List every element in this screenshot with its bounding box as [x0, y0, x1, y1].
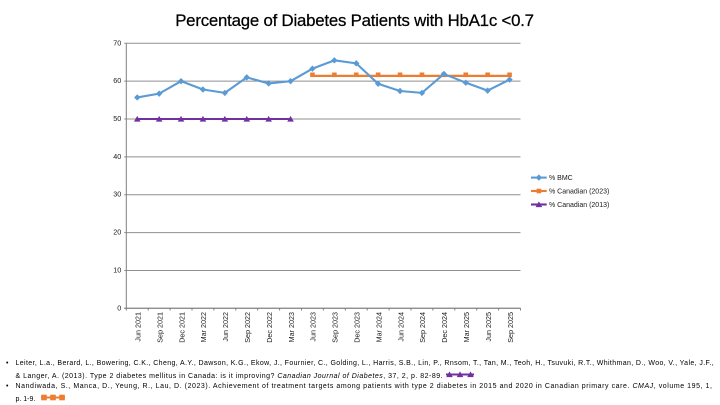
svg-text:10: 10	[113, 265, 121, 274]
svg-text:Dec 2021: Dec 2021	[177, 312, 186, 343]
svg-text:70: 70	[113, 38, 121, 47]
svg-text:Sep 2025: Sep 2025	[506, 312, 515, 343]
svg-text:Mar 2024: Mar 2024	[374, 312, 383, 342]
svg-text:50: 50	[113, 114, 121, 123]
svg-text:60: 60	[113, 76, 121, 85]
svg-text:Mar 2022: Mar 2022	[199, 312, 208, 342]
svg-text:% Canadian (2023): % Canadian (2023)	[549, 189, 609, 196]
svg-text:Sep 2024: Sep 2024	[418, 312, 427, 343]
svg-text:Dec 2023: Dec 2023	[352, 312, 361, 343]
svg-text:Jun 2024: Jun 2024	[396, 312, 405, 342]
svg-text:0: 0	[117, 303, 121, 312]
svg-text:Sep 2022: Sep 2022	[243, 312, 252, 343]
svg-text:Dec 2022: Dec 2022	[265, 312, 274, 343]
svg-text:Mar 2023: Mar 2023	[287, 312, 296, 342]
svg-text:Sep 2023: Sep 2023	[331, 312, 340, 343]
svg-text:Jun 2021: Jun 2021	[133, 312, 142, 342]
svg-text:Mar 2025: Mar 2025	[462, 312, 471, 342]
svg-text:Sep 2021: Sep 2021	[155, 312, 164, 343]
svg-text:40: 40	[113, 152, 121, 161]
svg-text:30: 30	[113, 190, 121, 199]
svg-text:Jun 2023: Jun 2023	[309, 312, 318, 342]
svg-text:Dec 2024: Dec 2024	[440, 312, 449, 343]
svg-text:Jun 2025: Jun 2025	[484, 312, 493, 342]
svg-text:% BMC: % BMC	[549, 175, 573, 182]
svg-text:20: 20	[113, 228, 121, 237]
svg-text:% Canadian (2013): % Canadian (2013)	[549, 202, 609, 209]
svg-text:Jun 2022: Jun 2022	[221, 312, 230, 342]
